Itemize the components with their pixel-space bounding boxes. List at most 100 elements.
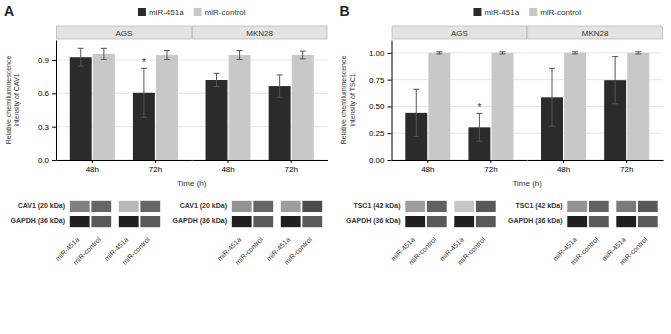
facet: AGS * 48h72h 0.0 0.3 0.6 0.9 xyxy=(38,26,192,174)
tick-label: 72h xyxy=(285,165,298,174)
blot-band xyxy=(281,201,301,212)
blot: TSC1 (42 kDa)GAPDH (36 kDa)miR-451amiR-c… xyxy=(346,201,658,266)
blot-band xyxy=(427,216,447,227)
tick-label: 0.25 xyxy=(369,129,385,138)
tick-label: 0.75 xyxy=(369,76,385,85)
axis-line xyxy=(528,160,664,161)
tick: 48h xyxy=(221,160,234,174)
facet-header xyxy=(192,26,327,39)
blot-band xyxy=(616,216,636,227)
legend-swatch xyxy=(194,8,202,16)
blot-row-label: CAV1 (20 kDa) xyxy=(18,202,65,210)
legend-label: miR-control xyxy=(205,8,246,17)
bar xyxy=(229,55,251,160)
facet-title: MKN28 xyxy=(582,29,609,38)
tick: 72h xyxy=(484,160,497,174)
facet: AGS*48h72h0.000.250.500.751.00 xyxy=(369,26,528,174)
tick-label: 1.00 xyxy=(369,49,385,58)
y-axis-title-line: intensity of CAV1 xyxy=(13,73,21,126)
facet-title: AGS xyxy=(115,29,132,38)
legend: miR-451amiR-control xyxy=(138,8,246,17)
tick: 0.50 xyxy=(369,102,392,111)
bar xyxy=(70,57,92,160)
y-axis-title: Relative chemiluminescenceintensity of T… xyxy=(340,56,356,145)
tick-label: 0.0 xyxy=(38,156,50,165)
error-bar xyxy=(277,75,283,97)
tick: 48h xyxy=(421,160,434,174)
blot-band xyxy=(140,201,160,212)
blot-band xyxy=(454,201,474,212)
blot-image: miR-451amiR-control xyxy=(438,201,495,266)
error-bar xyxy=(214,73,220,86)
blot-lane-label: miR-control xyxy=(456,235,487,266)
tick-mark xyxy=(388,80,392,81)
facet-header xyxy=(57,26,192,39)
marks xyxy=(70,48,178,160)
blot-band xyxy=(638,201,658,212)
tick-mark xyxy=(490,160,491,163)
y-axis-title-line: intensity of TSC1 xyxy=(349,73,357,126)
tick-label: 72h xyxy=(620,165,633,174)
tick: 0.6 xyxy=(38,89,56,98)
blot-band xyxy=(454,216,474,227)
legend-swatch xyxy=(473,8,481,16)
tick-label: 0.00 xyxy=(369,156,385,165)
blot-band xyxy=(567,216,587,227)
error-bar xyxy=(635,52,641,54)
blot-row-label: GAPDH (36 kDa) xyxy=(508,217,562,225)
tick: 0.9 xyxy=(38,56,56,65)
panel-label: B xyxy=(340,3,350,19)
tick: 0.75 xyxy=(369,76,392,85)
x-axis: 48h 72h xyxy=(192,160,328,174)
legend: miR-451a miR-control xyxy=(473,8,581,17)
blot-band xyxy=(91,201,111,212)
error-bar xyxy=(300,51,306,59)
tick: 0.3 xyxy=(38,123,56,132)
x-axis: 48h72h xyxy=(57,160,193,174)
blot-image: miR-451amiR-control xyxy=(600,201,657,266)
panel-label: A xyxy=(4,3,14,19)
legend-entry: miR-control xyxy=(529,8,581,17)
blot-lane-label: miR-control xyxy=(72,235,103,266)
axis-line xyxy=(56,41,57,161)
blot-band xyxy=(302,201,322,212)
tick-mark xyxy=(52,93,56,94)
tick: 0.00 xyxy=(369,156,392,165)
blot-row-label: GAPDH (36 kDa) xyxy=(173,217,227,225)
error-bar xyxy=(499,52,505,54)
tick-mark xyxy=(388,106,392,107)
x-axis: 48h72h xyxy=(528,160,664,174)
blot-band xyxy=(616,201,636,212)
blot-band xyxy=(140,216,160,227)
error-bar xyxy=(101,48,107,59)
blot-lane-label: miR-control xyxy=(234,235,265,266)
y-axis: 0.00 0.25 0.50 0.75 1.00 xyxy=(369,41,392,166)
x-axis: 48h 72h xyxy=(392,160,528,174)
error-bar xyxy=(413,89,419,136)
y-axis-title-line: Relative chemiluminescence xyxy=(5,56,12,145)
facet: MKN2848h72h xyxy=(192,26,328,174)
error-bar xyxy=(476,113,482,141)
bar xyxy=(492,53,514,160)
error-bar xyxy=(237,51,243,60)
error-bar xyxy=(141,68,147,117)
blot-band xyxy=(589,201,609,212)
tick-label: 0.9 xyxy=(38,56,50,65)
blot-band xyxy=(476,201,496,212)
tick: 0.25 xyxy=(369,129,392,138)
blot-image: miR-451amiR-control xyxy=(103,201,160,266)
blot-band xyxy=(405,201,425,212)
annotations: * xyxy=(142,57,146,68)
facet: MKN28 48h72h xyxy=(527,26,663,174)
blot-band xyxy=(70,216,90,227)
legend-label: miR-451a xyxy=(484,8,519,17)
legend-entry: miR-451a xyxy=(473,8,519,17)
legend-swatch xyxy=(138,8,146,16)
blot-band xyxy=(70,201,90,212)
error-bar xyxy=(436,52,442,54)
tick-mark xyxy=(291,160,292,163)
panel: B Relative chemiluminescenceintensity of … xyxy=(340,3,664,266)
legend-entry: miR-control xyxy=(194,8,246,17)
y-axis-title-line: Relative chemiluminescence xyxy=(340,56,347,145)
error-bar xyxy=(164,51,170,60)
